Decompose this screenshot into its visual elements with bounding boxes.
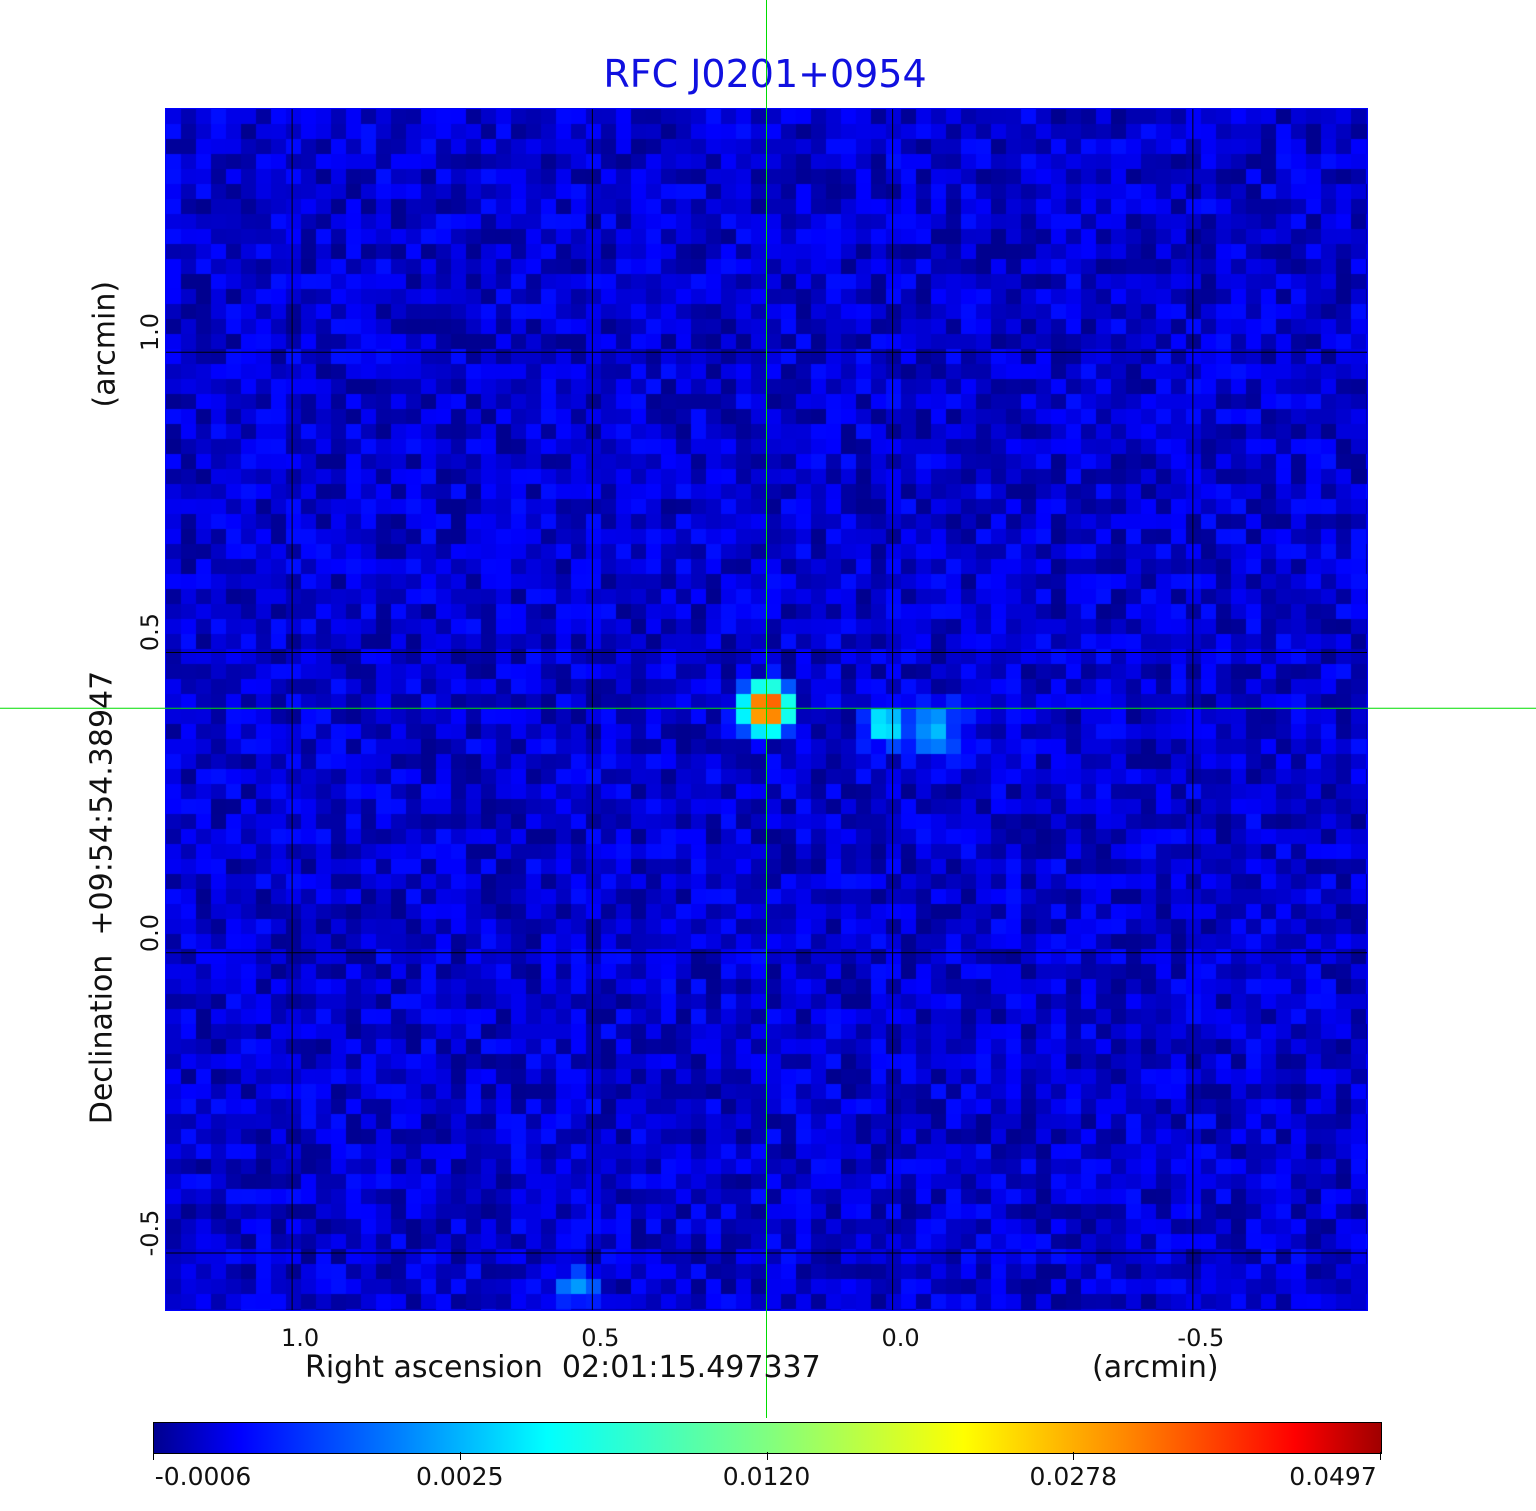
y-tick-label: 0.0 bbox=[136, 913, 164, 952]
colorbar-tick-label: -0.0006 bbox=[154, 1462, 252, 1491]
colorbar-tick-label: 0.0278 bbox=[1029, 1462, 1117, 1491]
colorbar-tick bbox=[1073, 1452, 1075, 1460]
y-axis-label: Declination +09:54:54.38947 bbox=[84, 670, 120, 1125]
colorbar-tick-label: 0.0025 bbox=[416, 1462, 504, 1491]
colorbar-tick-label: 0.0497 bbox=[1289, 1462, 1377, 1491]
y-tick-label: -0.5 bbox=[136, 1209, 164, 1257]
x-tick-label: -0.5 bbox=[1177, 1324, 1225, 1352]
colorbar-tick bbox=[1380, 1452, 1381, 1460]
y-axis-unit: (arcmin) bbox=[87, 280, 123, 408]
colorbar bbox=[153, 1422, 1382, 1454]
y-tick-label: 1.0 bbox=[136, 313, 164, 352]
y-tick-label: 0.5 bbox=[136, 613, 164, 652]
chart-title: RFC J0201+0954 bbox=[603, 52, 927, 96]
colorbar-tick-label: 0.0120 bbox=[722, 1462, 811, 1491]
colorbar-tick bbox=[766, 1452, 768, 1460]
colorbar-tick bbox=[459, 1452, 461, 1460]
x-tick-label: 1.0 bbox=[281, 1324, 320, 1352]
x-axis-unit: (arcmin) bbox=[1092, 1350, 1219, 1385]
x-axis-label: Right ascension 02:01:15.497337 bbox=[305, 1350, 821, 1385]
x-tick-label: 0.5 bbox=[581, 1324, 620, 1352]
x-tick-label: 0.0 bbox=[881, 1324, 920, 1352]
colorbar-tick bbox=[153, 1452, 154, 1460]
